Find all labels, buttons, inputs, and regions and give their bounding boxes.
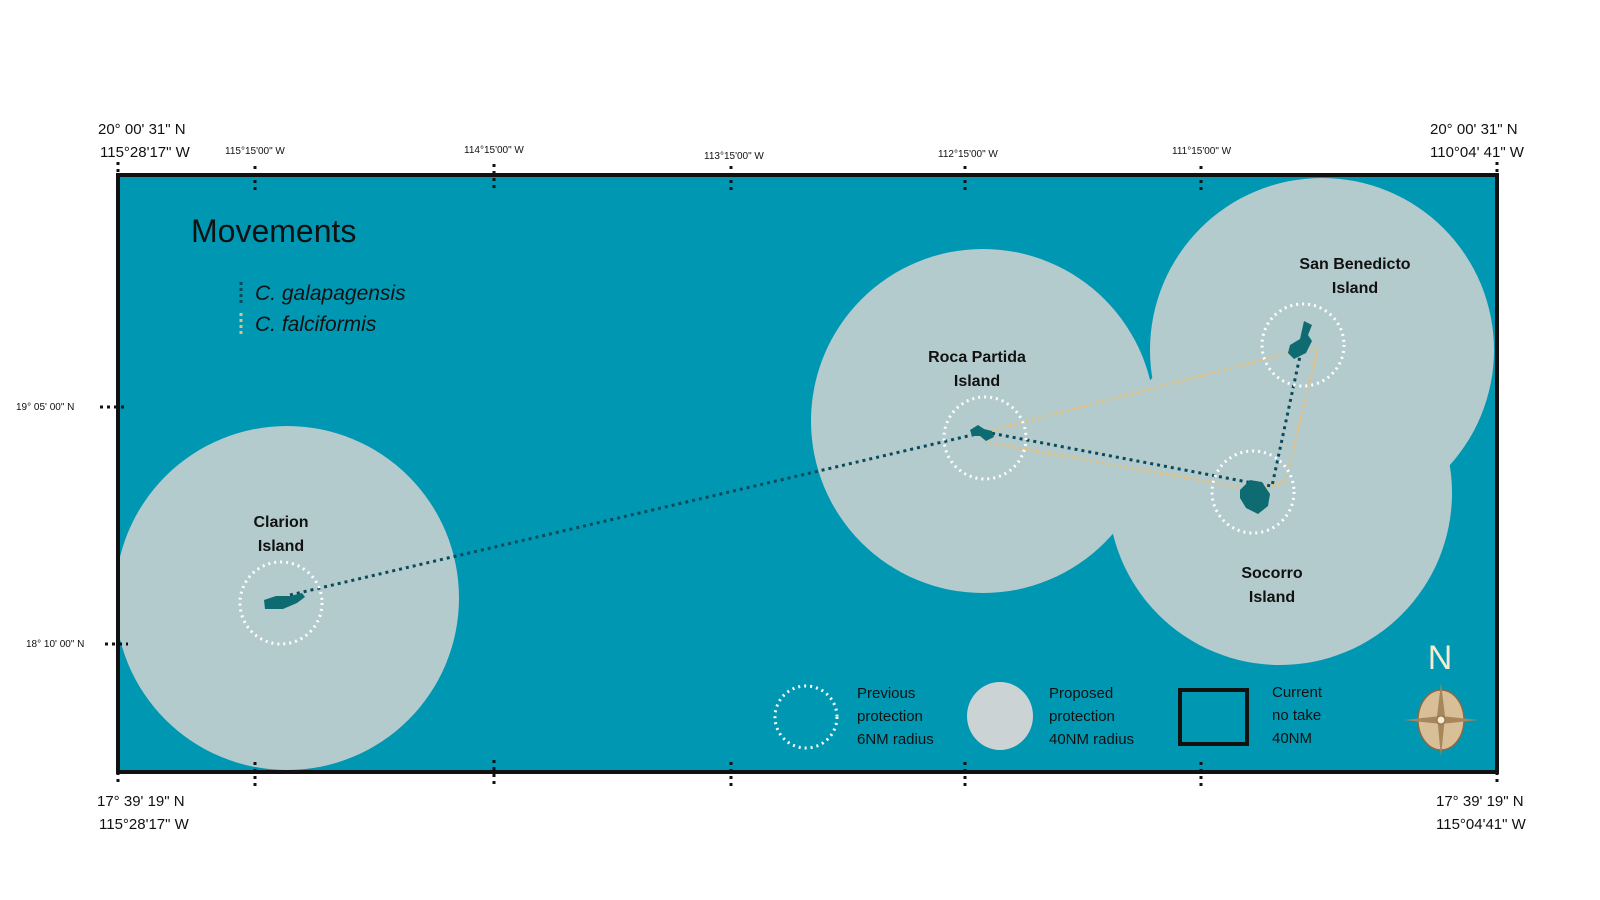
lon-tick-label: 112°15'00" W bbox=[938, 149, 998, 160]
lon-tick-label: 115°15'00" W bbox=[225, 146, 285, 157]
corner-top-right-lat: 20° 00' 31" N bbox=[1430, 121, 1518, 138]
legend-current-text: no take bbox=[1272, 707, 1321, 724]
legend-proposed-text: Proposed bbox=[1049, 685, 1113, 702]
label-clarion: Island bbox=[258, 538, 304, 555]
label-socorro: Socorro bbox=[1241, 565, 1303, 582]
label-benedicto: Island bbox=[1332, 280, 1378, 297]
lon-tick-label: 114°15'00" W bbox=[464, 145, 524, 156]
label-socorro: Island bbox=[1249, 589, 1295, 606]
lat-tick-label: 19° 05' 00" N bbox=[16, 402, 74, 413]
legend-previous-icon bbox=[773, 684, 839, 750]
legend-proposed-text: 40NM radius bbox=[1049, 731, 1134, 748]
legend-previous-text: protection bbox=[857, 708, 923, 725]
track-galapagensis bbox=[289, 355, 1302, 597]
corner-top-left-lat: 20° 00' 31" N bbox=[98, 121, 186, 138]
previous-zone-roca bbox=[942, 395, 1028, 481]
previous-zone-clarion bbox=[238, 560, 324, 646]
label-clarion: Clarion bbox=[253, 514, 308, 531]
legend-current-icon bbox=[1178, 688, 1249, 746]
label-benedicto: San Benedicto bbox=[1299, 256, 1410, 273]
island-roca bbox=[970, 425, 994, 441]
legend-proposed-text: protection bbox=[1049, 708, 1115, 725]
proposed-zone-roca bbox=[811, 249, 1155, 593]
legend-current-text: Current bbox=[1272, 684, 1323, 701]
track-falciformis bbox=[984, 346, 1320, 492]
corner-bottom-right-lon: 115°04'41" W bbox=[1436, 816, 1527, 833]
island-benedicto bbox=[1288, 321, 1312, 359]
no-take-frame bbox=[116, 173, 1499, 774]
corner-bottom-left-lon: 115°28'17" W bbox=[99, 816, 190, 833]
map-title: Movements bbox=[191, 213, 356, 249]
island-clarion bbox=[264, 593, 305, 609]
legend-previous-text: 6NM radius bbox=[857, 731, 934, 748]
lat-tick-label: 18° 10' 00" N bbox=[26, 639, 84, 650]
compass-rose-icon bbox=[1404, 683, 1478, 757]
label-roca: Island bbox=[954, 373, 1000, 390]
species-galapagensis: C. galapagensis bbox=[255, 282, 406, 305]
previous-zone-socorro bbox=[1210, 449, 1296, 535]
previous-zone-benedicto bbox=[1260, 302, 1346, 388]
corner-top-right-lon: 110°04' 41" W bbox=[1430, 144, 1525, 161]
lon-tick-label: 113°15'00" W bbox=[704, 151, 764, 162]
corner-bottom-left-lat: 17° 39' 19" N bbox=[97, 793, 185, 810]
compass-north-label: N bbox=[1428, 639, 1453, 677]
legend-current-text: 40NM bbox=[1272, 730, 1312, 747]
legend-proposed-icon bbox=[967, 682, 1033, 750]
corner-top-left-lon: 115°28'17" W bbox=[100, 144, 191, 161]
corner-bottom-right-lat: 17° 39' 19" N bbox=[1436, 793, 1524, 810]
lon-tick-label: 111°15'00" W bbox=[1172, 146, 1232, 157]
legend-previous-text: Previous bbox=[857, 685, 915, 702]
species-falciformis: C. falciformis bbox=[255, 313, 377, 336]
island-socorro bbox=[1240, 480, 1270, 514]
proposed-zone-socorro bbox=[1108, 321, 1452, 665]
label-roca: Roca Partida bbox=[928, 349, 1026, 366]
